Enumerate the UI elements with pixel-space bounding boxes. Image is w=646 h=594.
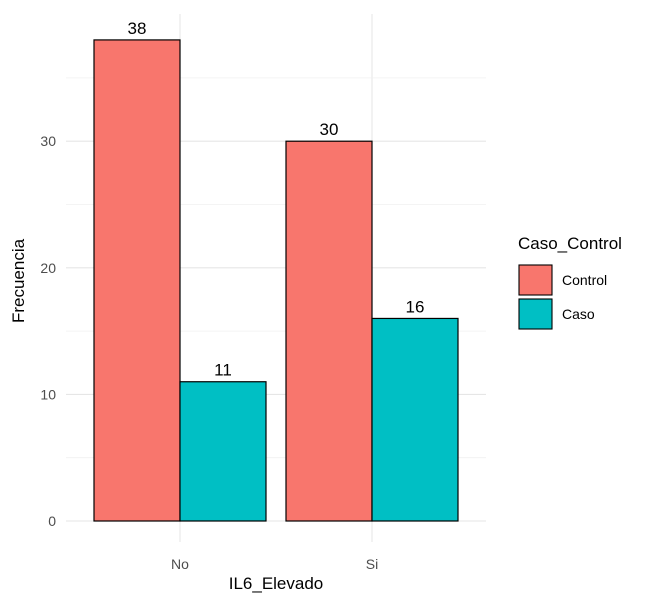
y-axis-title: Frecuencia <box>9 238 28 323</box>
x-tick-label-Si: Si <box>366 556 378 572</box>
x-axis-ticks: No Si <box>171 556 378 572</box>
data-label-No-Control: 38 <box>128 19 147 38</box>
legend-title: Caso_Control <box>518 234 622 253</box>
x-axis-title: IL6_Elevado <box>229 574 324 593</box>
bar-No-Control <box>93 39 181 522</box>
bar-Si-Caso <box>371 317 459 522</box>
legend-key-Caso <box>518 298 553 330</box>
y-tick-label-10: 10 <box>40 386 56 402</box>
y-tick-label-30: 30 <box>40 133 56 149</box>
y-tick-label-0: 0 <box>48 513 56 529</box>
legend-key-Control <box>518 264 553 296</box>
data-labels: 38 11 30 16 <box>128 19 425 380</box>
legend-label-Caso: Caso <box>562 306 595 322</box>
x-tick-label-No: No <box>171 556 189 572</box>
bar-No-Caso <box>179 381 267 522</box>
data-label-Si-Control: 30 <box>320 120 339 139</box>
legend: Caso_Control Control Caso <box>518 234 622 330</box>
data-label-Si-Caso: 16 <box>406 297 425 316</box>
bar-Si-Control <box>285 140 373 522</box>
data-label-No-Caso: 11 <box>214 361 232 380</box>
bars <box>93 39 459 522</box>
y-tick-label-20: 20 <box>40 260 56 276</box>
legend-label-Control: Control <box>562 272 607 288</box>
y-axis-ticks: 0 10 20 30 <box>40 133 56 529</box>
